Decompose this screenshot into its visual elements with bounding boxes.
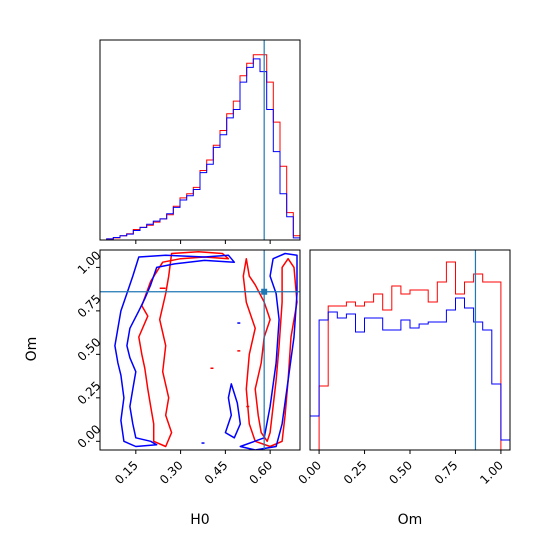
om-hist-area bbox=[310, 250, 510, 450]
contour-red-0 bbox=[138, 250, 230, 448]
y-axis-label-om: Om bbox=[24, 337, 40, 362]
om-hist-blue-series bbox=[309, 297, 511, 450]
contour-blue-4 bbox=[224, 383, 242, 439]
h0-hist-blue-series bbox=[100, 58, 301, 241]
joint-truth-marker bbox=[261, 288, 268, 295]
om-hist-red-series bbox=[310, 261, 510, 451]
joint-area bbox=[100, 250, 300, 450]
contour-blue-2 bbox=[114, 254, 236, 448]
joint-frame bbox=[99, 249, 301, 451]
x-axis-label-h0: H0 bbox=[190, 512, 209, 528]
om-hist-frame bbox=[309, 249, 511, 451]
h0-hist-area bbox=[100, 40, 300, 240]
h0-marginal-panel bbox=[99, 39, 301, 244]
x-axis-label-om: Om bbox=[398, 512, 423, 528]
h0-hist-frame bbox=[99, 39, 301, 241]
contour-red-1 bbox=[242, 257, 298, 448]
contour-blue-3 bbox=[239, 252, 298, 450]
joint-contours bbox=[114, 250, 298, 450]
axis-labels: H0 Om Om bbox=[24, 337, 422, 528]
